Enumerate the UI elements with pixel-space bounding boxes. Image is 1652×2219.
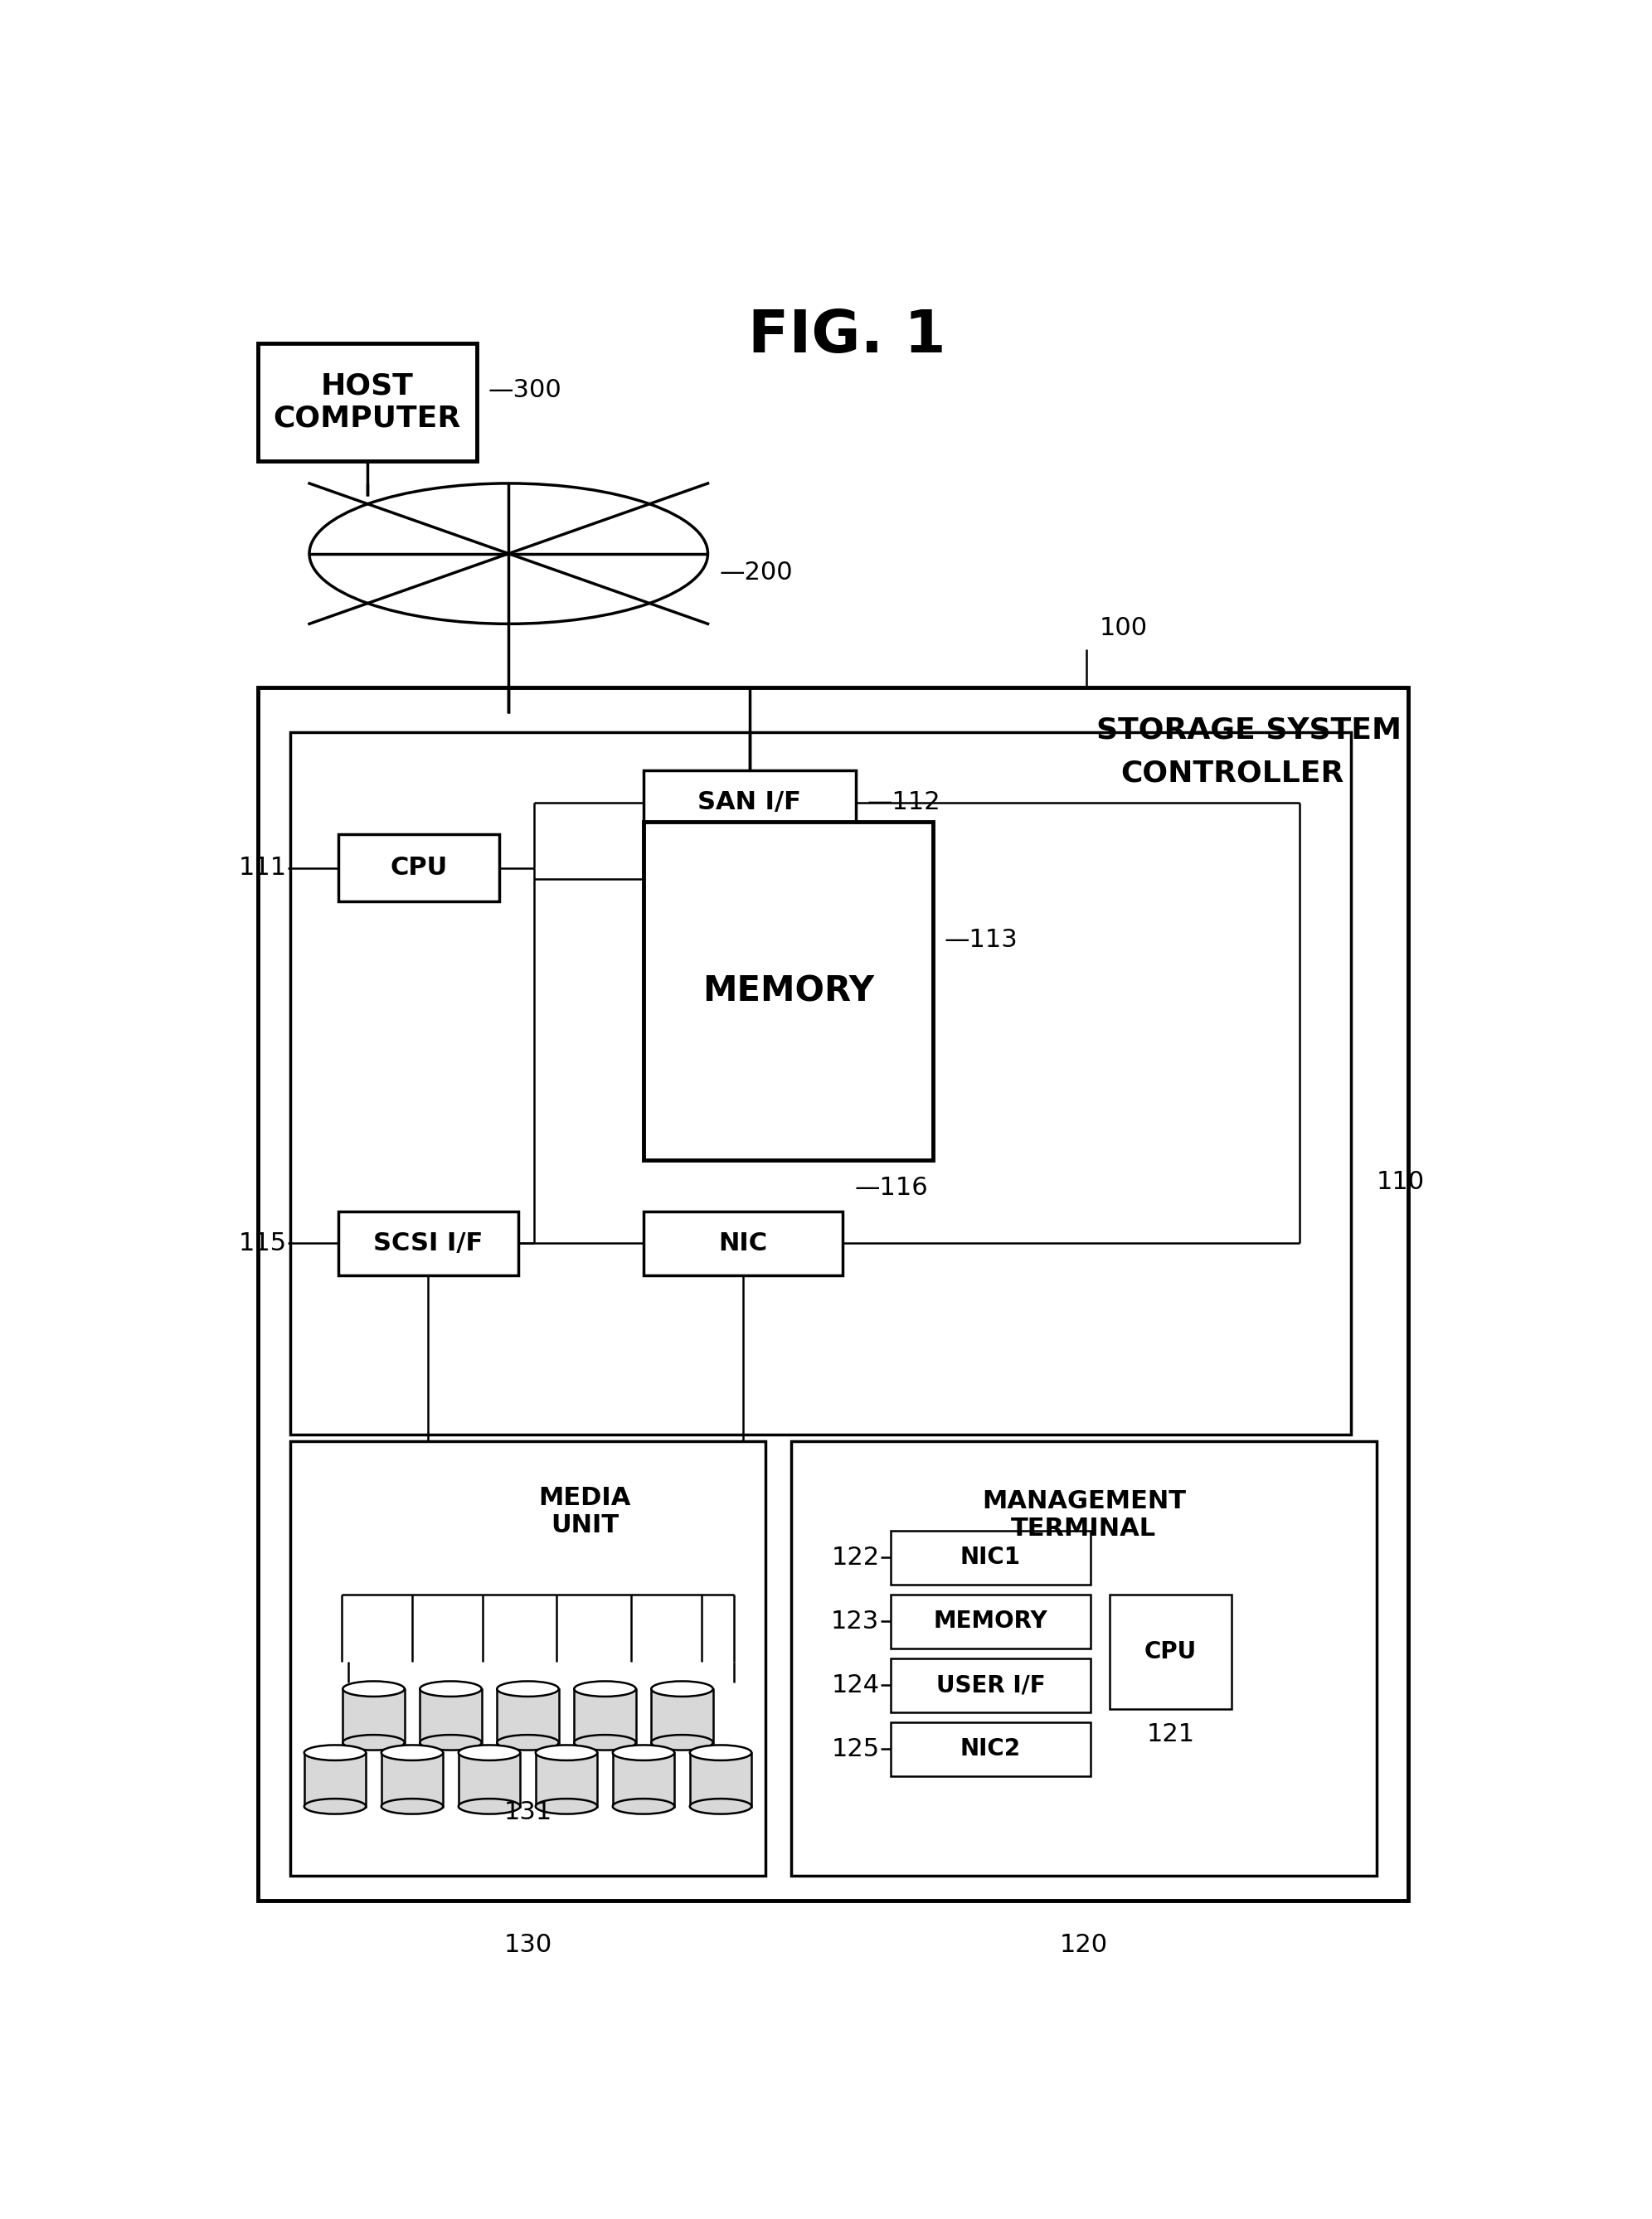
Text: 110: 110 xyxy=(1376,1169,1424,1194)
Text: NIC1: NIC1 xyxy=(960,1547,1021,1569)
Ellipse shape xyxy=(382,1744,443,1760)
Text: STORAGE SYSTEM: STORAGE SYSTEM xyxy=(1097,717,1403,746)
Ellipse shape xyxy=(535,1800,598,1813)
Text: 125: 125 xyxy=(831,1737,879,1762)
Ellipse shape xyxy=(691,1800,752,1813)
Text: NIC2: NIC2 xyxy=(960,1737,1021,1762)
Bar xyxy=(890,1658,1090,1713)
Text: —112: —112 xyxy=(867,790,940,814)
Bar xyxy=(258,688,1409,1902)
Text: CPU: CPU xyxy=(390,857,448,881)
Bar xyxy=(339,834,499,901)
Bar xyxy=(890,1722,1090,1777)
Bar xyxy=(575,1689,636,1744)
Ellipse shape xyxy=(304,1800,365,1813)
Text: CPU: CPU xyxy=(1145,1640,1196,1664)
Ellipse shape xyxy=(613,1744,674,1760)
Ellipse shape xyxy=(420,1735,482,1751)
Ellipse shape xyxy=(342,1735,405,1751)
Bar xyxy=(644,821,933,1161)
Bar xyxy=(644,1212,843,1276)
Ellipse shape xyxy=(497,1735,558,1751)
Text: 111: 111 xyxy=(238,857,287,881)
Text: —200: —200 xyxy=(719,561,793,586)
Ellipse shape xyxy=(459,1800,520,1813)
Bar xyxy=(651,1689,714,1744)
Text: —116: —116 xyxy=(854,1176,928,1200)
Ellipse shape xyxy=(342,1682,405,1698)
Text: 100: 100 xyxy=(1099,615,1148,639)
Ellipse shape xyxy=(420,1682,482,1698)
Text: FIG. 1: FIG. 1 xyxy=(748,308,945,364)
Bar xyxy=(791,1440,1376,1875)
Text: —113: —113 xyxy=(945,928,1018,952)
Text: 131: 131 xyxy=(504,1800,552,1824)
Bar xyxy=(497,1689,558,1744)
Bar xyxy=(382,1753,443,1806)
Text: MEDIA
UNIT: MEDIA UNIT xyxy=(539,1487,631,1538)
Text: 123: 123 xyxy=(831,1609,879,1633)
Text: 121: 121 xyxy=(1146,1722,1194,1746)
Bar xyxy=(459,1753,520,1806)
Text: 115: 115 xyxy=(238,1232,287,1256)
Ellipse shape xyxy=(651,1735,714,1751)
Ellipse shape xyxy=(497,1682,558,1698)
Bar xyxy=(304,1753,365,1806)
Bar xyxy=(613,1753,674,1806)
Text: HOST
COMPUTER: HOST COMPUTER xyxy=(273,371,461,433)
Ellipse shape xyxy=(459,1744,520,1760)
Bar xyxy=(258,344,476,462)
Bar xyxy=(890,1595,1090,1649)
Text: 124: 124 xyxy=(831,1673,879,1698)
Bar xyxy=(644,770,856,834)
Bar xyxy=(291,1440,765,1875)
Bar xyxy=(691,1753,752,1806)
Text: MEMORY: MEMORY xyxy=(933,1611,1047,1633)
Ellipse shape xyxy=(535,1744,598,1760)
Ellipse shape xyxy=(575,1735,636,1751)
Bar xyxy=(291,732,1351,1436)
Text: CONTROLLER: CONTROLLER xyxy=(1120,759,1345,788)
Ellipse shape xyxy=(304,1744,365,1760)
Ellipse shape xyxy=(691,1744,752,1760)
Text: SAN I/F: SAN I/F xyxy=(697,790,801,814)
Ellipse shape xyxy=(651,1682,714,1698)
Bar xyxy=(890,1531,1090,1584)
Ellipse shape xyxy=(309,484,707,624)
Bar xyxy=(342,1689,405,1744)
Text: 122: 122 xyxy=(831,1547,879,1569)
Text: MANAGEMENT
TERMINAL: MANAGEMENT TERMINAL xyxy=(981,1489,1186,1540)
Bar xyxy=(1110,1595,1232,1709)
Bar xyxy=(420,1689,482,1744)
Text: —300: —300 xyxy=(487,377,562,402)
Text: USER I/F: USER I/F xyxy=(937,1673,1046,1698)
Ellipse shape xyxy=(613,1800,674,1813)
Text: SCSI I/F: SCSI I/F xyxy=(373,1232,482,1256)
Ellipse shape xyxy=(575,1682,636,1698)
Ellipse shape xyxy=(382,1800,443,1813)
Bar xyxy=(339,1212,519,1276)
Text: 130: 130 xyxy=(504,1933,552,1957)
Bar xyxy=(535,1753,598,1806)
Text: 120: 120 xyxy=(1059,1933,1108,1957)
Text: NIC: NIC xyxy=(719,1232,768,1256)
Text: MEMORY: MEMORY xyxy=(702,974,874,1007)
